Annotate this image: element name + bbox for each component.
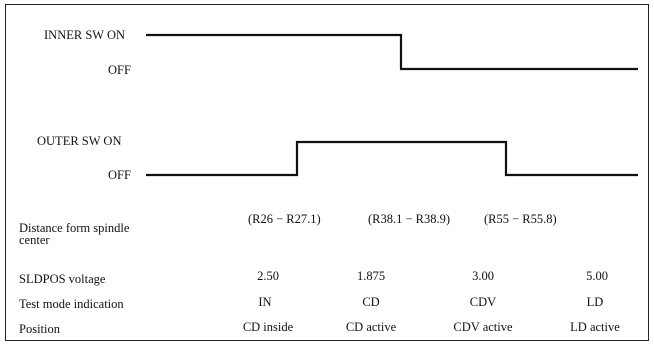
table-cell: 2.50 <box>257 269 279 283</box>
table-cell: CDV <box>469 295 497 309</box>
table-cell: IN <box>258 295 272 309</box>
outer-switch-on-label: OUTER SW ON <box>37 134 122 148</box>
table-cell: CD <box>362 295 380 309</box>
table-cell: 3.00 <box>472 269 494 283</box>
inner-switch-off-label: OFF <box>108 63 131 77</box>
row-label-position: Position <box>19 322 60 336</box>
table-cell: CD active <box>345 320 397 334</box>
distance-range: (R38.1 − R38.9) <box>368 212 451 226</box>
distance-range: (R26 − R27.1) <box>248 212 321 226</box>
table-cell: 1.875 <box>356 269 386 283</box>
inner-switch-waveform <box>146 33 638 71</box>
distance-label-line2: center <box>19 233 50 247</box>
row-label-test-mode-indication: Test mode indication <box>19 297 124 311</box>
table-cell: LD active <box>570 320 620 334</box>
inner-switch-on-label: INNER SW ON <box>44 28 126 42</box>
diagram-frame <box>5 4 649 341</box>
distance-range: (R55 − R55.8) <box>484 212 557 226</box>
table-cell: 5.00 <box>586 269 608 283</box>
row-label-sldpos-voltage: SLDPOS voltage <box>19 272 106 286</box>
table-cell: LD <box>586 295 604 309</box>
table-cell: CD inside <box>242 320 294 334</box>
outer-switch-waveform <box>146 140 638 177</box>
outer-switch-off-label: OFF <box>108 168 131 182</box>
distance-label-line1: Distance form spindle <box>19 221 130 235</box>
table-cell: CDV active <box>453 320 513 334</box>
